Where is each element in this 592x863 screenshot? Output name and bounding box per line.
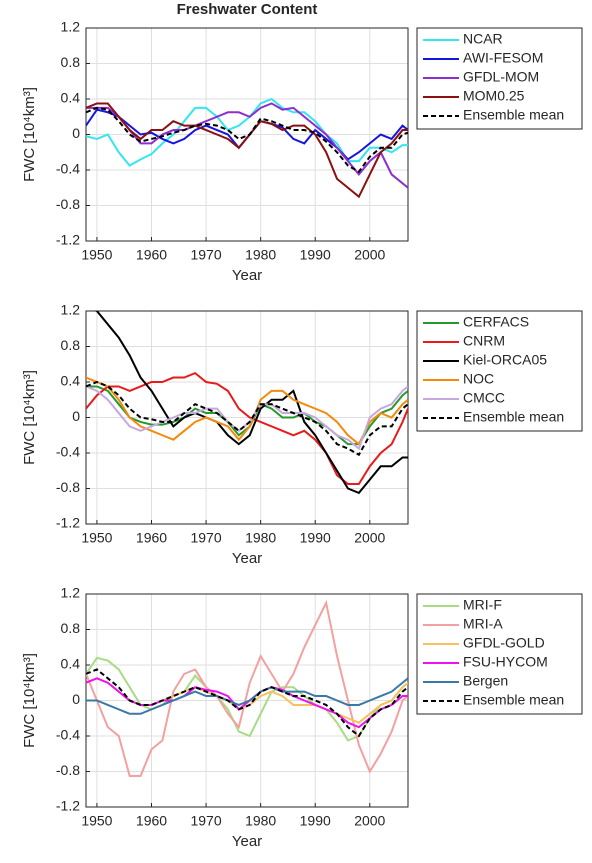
x-tick-label: 1950 <box>81 247 112 263</box>
x-tick-label: 1980 <box>245 530 276 546</box>
panel: -1.2 -0.8 -0.4 0 0.4 0.8 1.2 1950 1960 1970 1980 19… <box>21 585 583 850</box>
x-tick-label: 1990 <box>300 530 331 546</box>
series-line <box>86 97 408 167</box>
legend-box <box>416 27 583 130</box>
x-tick-label: 1970 <box>190 530 221 546</box>
x-tick-label: 1960 <box>136 247 167 263</box>
x-axis-label: Year <box>232 833 262 850</box>
y-tick-label: 0 <box>72 125 80 141</box>
legend-label: MRI-F <box>463 597 502 613</box>
y-tick-label: -1.2 <box>56 232 80 248</box>
x-tick-label: 1990 <box>300 247 331 263</box>
legend-label: MOM0.25 <box>463 88 525 104</box>
series-line <box>94 311 408 495</box>
y-tick-label: 0.8 <box>61 620 81 636</box>
legend-label: CERFACS <box>463 314 529 330</box>
y-tick-label: 0 <box>72 408 80 424</box>
legend-label: Ensemble mean <box>463 107 564 123</box>
y-tick-label: 0.8 <box>61 54 81 70</box>
legend-label: NOC <box>463 371 494 387</box>
y-tick-label: 1.2 <box>61 302 81 318</box>
x-tick-label: 1970 <box>190 813 221 829</box>
y-tick-label: -0.4 <box>56 727 80 743</box>
legend-label: Bergen <box>463 673 508 689</box>
y-axis-label: FWC [10⁴km³] <box>21 653 38 748</box>
series-line <box>86 599 408 777</box>
legend-label: FSU-HYCOM <box>463 654 548 670</box>
axes-box <box>85 27 409 242</box>
legend: CERFACS CNRM Kiel-ORCA05 NOC CMCC Ensemble me… <box>416 310 583 432</box>
series-line <box>86 106 408 174</box>
series-line <box>86 677 408 715</box>
y-tick-label: 0 <box>72 691 80 707</box>
x-tick-label: 1950 <box>81 530 112 546</box>
series-line <box>86 102 408 189</box>
legend-label: MRI-A <box>463 616 503 632</box>
legend-label: GFDL-GOLD <box>463 635 545 651</box>
axes-box <box>85 310 409 525</box>
legend-label: AWI-FESOM <box>463 50 543 66</box>
legend-label: Ensemble mean <box>463 409 564 425</box>
legend: MRI-F MRI-A GFDL-GOLD FSU-HYCOM Bergen Ensemb… <box>416 593 583 715</box>
x-tick-label: 1950 <box>81 813 112 829</box>
y-tick-label: -0.4 <box>56 161 80 177</box>
series-line <box>86 380 408 457</box>
y-tick-label: 0.4 <box>61 656 81 672</box>
y-tick-label: -1.2 <box>56 515 80 531</box>
series-line <box>86 102 408 199</box>
x-tick-label: 1990 <box>300 813 331 829</box>
legend-label: GFDL-MOM <box>463 69 539 85</box>
y-tick-label: -0.8 <box>56 479 80 495</box>
y-tick-label: 1.2 <box>61 19 81 35</box>
x-tick-label: 1970 <box>190 247 221 263</box>
y-tick-label: -0.4 <box>56 444 80 460</box>
legend-label: CNRM <box>463 333 505 349</box>
legend-box <box>416 310 583 432</box>
series-line <box>86 677 408 729</box>
chart-title: Freshwater Content <box>177 1 318 18</box>
y-tick-label: 0.4 <box>61 373 81 389</box>
panel: -1.2 -0.8 -0.4 0 0.4 0.8 1.2 1950 1960 1970 1980 19… <box>21 302 583 567</box>
series-line <box>86 668 408 738</box>
y-tick-label: -0.8 <box>56 762 80 778</box>
x-tick-label: 1980 <box>245 247 276 263</box>
x-axis-label: Year <box>232 267 262 284</box>
y-tick-label: 0.8 <box>61 337 81 353</box>
legend-box <box>416 593 583 715</box>
x-axis-label: Year <box>232 550 262 567</box>
x-tick-label: 2000 <box>354 530 385 546</box>
y-tick-label: -1.2 <box>56 798 80 814</box>
y-axis-label: FWC [10⁴km³] <box>21 87 38 182</box>
series-line <box>86 376 408 446</box>
y-tick-label: -0.8 <box>56 196 80 212</box>
y-tick-label: 0.4 <box>61 90 81 106</box>
legend-label: NCAR <box>463 31 503 47</box>
series-line <box>86 656 408 742</box>
x-tick-label: 2000 <box>354 247 385 263</box>
series-line <box>86 371 408 486</box>
x-tick-label: 1960 <box>136 530 167 546</box>
x-tick-label: 1960 <box>136 813 167 829</box>
legend-label: Ensemble mean <box>463 692 564 708</box>
x-tick-label: 2000 <box>354 813 385 829</box>
y-tick-label: 1.2 <box>61 585 81 601</box>
panel: Freshwater Content -1.2 -0.8 -0.4 0 0.4 0.8 1.2… <box>21 1 583 284</box>
legend-label: CMCC <box>463 390 505 406</box>
legend: NCAR AWI-FESOM GFDL-MOM MOM0.25 Ensemble mea… <box>416 27 583 130</box>
y-axis-label: FWC [10⁴km³] <box>21 370 38 465</box>
x-tick-label: 1980 <box>245 813 276 829</box>
legend-label: Kiel-ORCA05 <box>463 352 547 368</box>
